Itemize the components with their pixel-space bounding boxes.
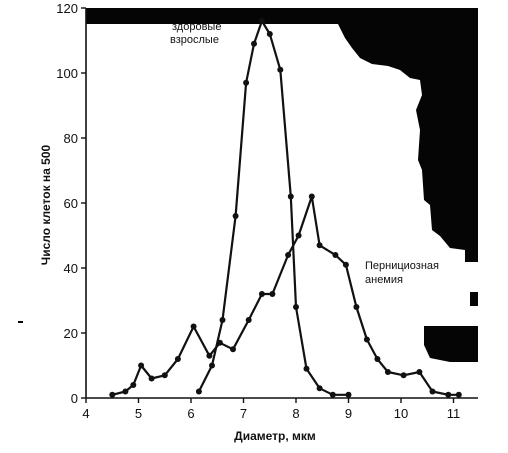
x-axis-title: Диаметр, мкм bbox=[234, 429, 316, 443]
series-1 bbox=[109, 193, 462, 398]
data-point bbox=[445, 391, 452, 398]
x-tick-label: 7 bbox=[240, 406, 247, 421]
right-small-mark bbox=[470, 292, 478, 306]
data-point bbox=[209, 362, 215, 369]
data-point bbox=[245, 317, 252, 323]
data-point bbox=[316, 242, 323, 249]
data-point bbox=[287, 193, 294, 200]
data-point bbox=[258, 291, 265, 297]
data-point bbox=[148, 375, 155, 382]
data-point bbox=[130, 382, 137, 388]
data-point bbox=[258, 18, 265, 24]
data-point bbox=[329, 391, 336, 398]
data-point bbox=[293, 304, 299, 310]
y-tick-label: 0 bbox=[71, 391, 78, 406]
data-point bbox=[353, 304, 360, 310]
scan-artifacts bbox=[18, 8, 478, 362]
data-point bbox=[269, 291, 276, 297]
y-tick-label: 60 bbox=[64, 196, 78, 211]
data-point bbox=[266, 31, 273, 37]
data-point bbox=[195, 388, 202, 395]
series-line bbox=[112, 195, 459, 396]
data-point bbox=[190, 323, 197, 330]
data-point bbox=[374, 356, 381, 362]
x-tick-label: 5 bbox=[135, 406, 142, 421]
data-point bbox=[232, 213, 239, 219]
data-point bbox=[308, 193, 315, 200]
series-layer bbox=[109, 18, 462, 398]
x-tick-label: 8 bbox=[292, 406, 299, 421]
series-label-pernicious-line1: Пернициозная bbox=[365, 260, 439, 272]
data-point bbox=[342, 261, 349, 268]
series-line bbox=[197, 19, 349, 396]
data-point bbox=[277, 66, 284, 73]
data-point bbox=[316, 385, 323, 392]
y-tick-label: 40 bbox=[64, 261, 78, 276]
right-dark-region bbox=[338, 8, 478, 262]
series-label-healthy-line2: взрослые bbox=[170, 34, 219, 46]
data-point bbox=[206, 352, 213, 359]
data-point bbox=[363, 336, 370, 343]
x-tick-label: 11 bbox=[447, 406, 461, 421]
y-tick-label: 120 bbox=[56, 1, 78, 16]
x-tick-label: 9 bbox=[345, 406, 352, 421]
data-point bbox=[303, 365, 310, 372]
data-point bbox=[109, 391, 116, 398]
data-point bbox=[216, 339, 223, 346]
data-point bbox=[230, 346, 236, 353]
data-point bbox=[400, 372, 407, 379]
y-axis-title: Число клеток на 500 bbox=[39, 144, 53, 265]
data-point bbox=[416, 369, 423, 375]
data-point bbox=[219, 317, 226, 323]
y-tick-label: 100 bbox=[56, 66, 78, 81]
series-label-healthy-line1: здоровые bbox=[172, 21, 221, 33]
data-point bbox=[122, 388, 129, 395]
data-point bbox=[138, 362, 145, 369]
data-point bbox=[384, 369, 391, 375]
y-tick-label: 20 bbox=[64, 326, 78, 341]
y-tick-label: 80 bbox=[64, 131, 78, 146]
data-point bbox=[251, 40, 257, 47]
data-point bbox=[285, 252, 292, 258]
data-point bbox=[295, 232, 302, 239]
left-dot bbox=[18, 321, 23, 323]
data-point bbox=[455, 391, 462, 398]
x-tick-label: 6 bbox=[187, 406, 194, 421]
x-tick-label: 10 bbox=[394, 406, 408, 421]
series-0 bbox=[195, 18, 352, 398]
ticks: 4 5 6 7 8 9 10 11 0 20 40 60 80 100 120 bbox=[56, 1, 460, 421]
data-point bbox=[243, 79, 250, 86]
data-point bbox=[332, 252, 339, 258]
data-point bbox=[174, 356, 181, 362]
right-lower-blot bbox=[424, 326, 478, 362]
data-point bbox=[161, 372, 168, 379]
series-label-pernicious-line2: анемия bbox=[365, 274, 403, 286]
data-point bbox=[345, 391, 352, 398]
data-point bbox=[429, 388, 436, 395]
x-tick-label: 4 bbox=[82, 406, 89, 421]
